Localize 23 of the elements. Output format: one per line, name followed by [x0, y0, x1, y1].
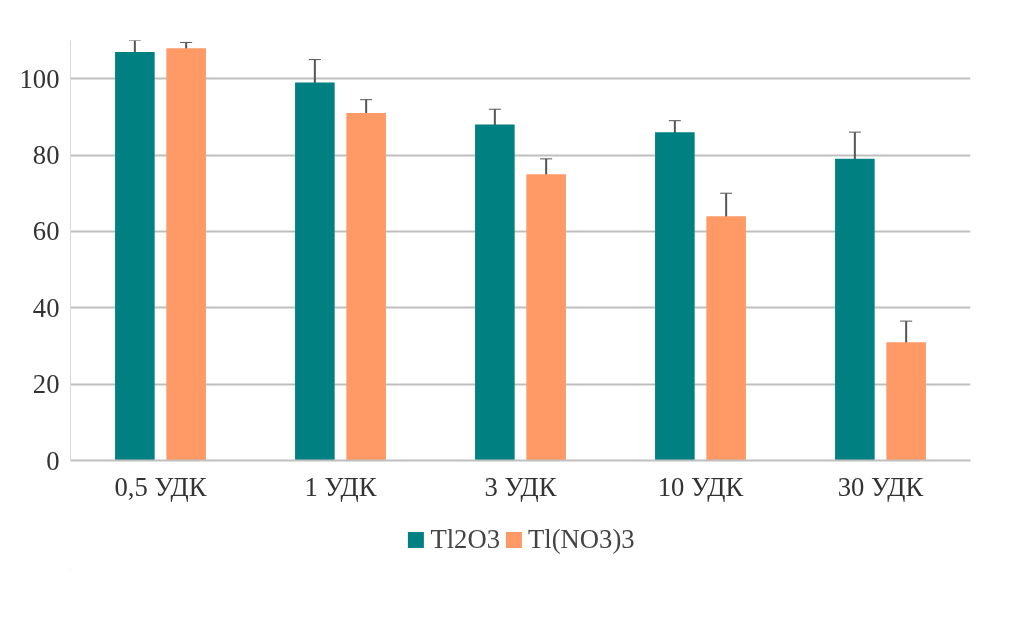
x-tick-label: 3 УДК	[484, 471, 557, 502]
x-tick-label: 1 УДК	[304, 471, 377, 502]
x-tick-label: 0,5 УДК	[114, 471, 207, 502]
bar	[655, 132, 695, 461]
bar	[835, 158, 875, 461]
legend-label: Tl2O3	[430, 523, 500, 555]
bar	[526, 174, 566, 461]
bar	[115, 51, 155, 461]
bar	[886, 342, 926, 461]
bar	[295, 82, 335, 461]
legend-label: Tl(NO3)3	[528, 523, 635, 555]
bar	[706, 216, 746, 461]
bar	[166, 48, 206, 461]
bar	[346, 113, 386, 461]
x-tick-label: 10 УДК	[657, 471, 744, 502]
x-tick-label: 30 УДК	[837, 471, 924, 502]
bar	[475, 124, 515, 461]
y-tick-label: 80	[32, 140, 60, 171]
y-tick-label: 0	[46, 445, 60, 476]
y-tick-label: 100	[19, 63, 60, 94]
y-tick-label: 20	[32, 369, 60, 400]
y-tick-label: 60	[32, 216, 60, 247]
y-tick-label: 40	[32, 292, 60, 323]
